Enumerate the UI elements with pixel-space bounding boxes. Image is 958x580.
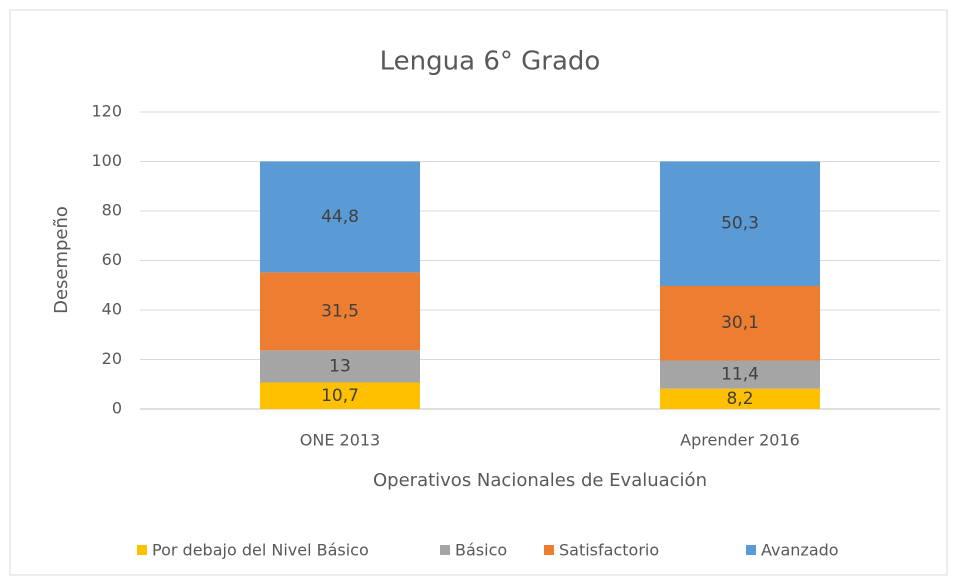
bar-segment: [260, 272, 420, 351]
data-label: 31,5: [321, 301, 359, 321]
y-axis-title: Desempeño: [51, 206, 72, 314]
bar-segment: [260, 382, 420, 409]
legend-swatch: [746, 545, 756, 555]
legend-swatch: [544, 545, 554, 555]
bar-segment: [260, 161, 420, 273]
y-tick-label: 60: [102, 250, 122, 269]
legend-label: Por debajo del Nivel Básico: [152, 541, 369, 560]
bar-segment: [660, 388, 820, 409]
y-tick-label: 20: [102, 349, 122, 368]
x-axis-title: Operativos Nacionales de Evaluación: [373, 470, 707, 491]
data-label: 50,3: [721, 214, 759, 234]
y-tick-label: 120: [91, 102, 122, 121]
y-tick-label: 40: [102, 300, 122, 319]
data-label: 10,7: [321, 386, 359, 406]
y-tick-label: 0: [112, 399, 122, 418]
x-tick-label: ONE 2013: [300, 431, 380, 450]
bar-segment: [660, 360, 820, 389]
data-label: 44,8: [321, 207, 359, 227]
legend-label: Satisfactorio: [559, 541, 659, 560]
bar-segment: [260, 350, 420, 383]
y-tick-label: 100: [91, 151, 122, 170]
data-label: 8,2: [726, 389, 753, 409]
legend-swatch: [137, 545, 147, 555]
bar-segment: [660, 285, 820, 361]
data-label: 30,1: [721, 313, 759, 333]
y-tick-label: 80: [102, 201, 122, 220]
bar-segment: [660, 161, 820, 286]
legend-swatch: [440, 545, 450, 555]
x-tick-label: Aprender 2016: [680, 431, 800, 450]
legend-label: Básico: [455, 541, 507, 560]
data-label: 11,4: [721, 365, 759, 385]
data-label: 13: [329, 356, 351, 376]
legend-label: Avanzado: [761, 541, 839, 560]
chart-title: Lengua 6° Grado: [380, 47, 601, 77]
